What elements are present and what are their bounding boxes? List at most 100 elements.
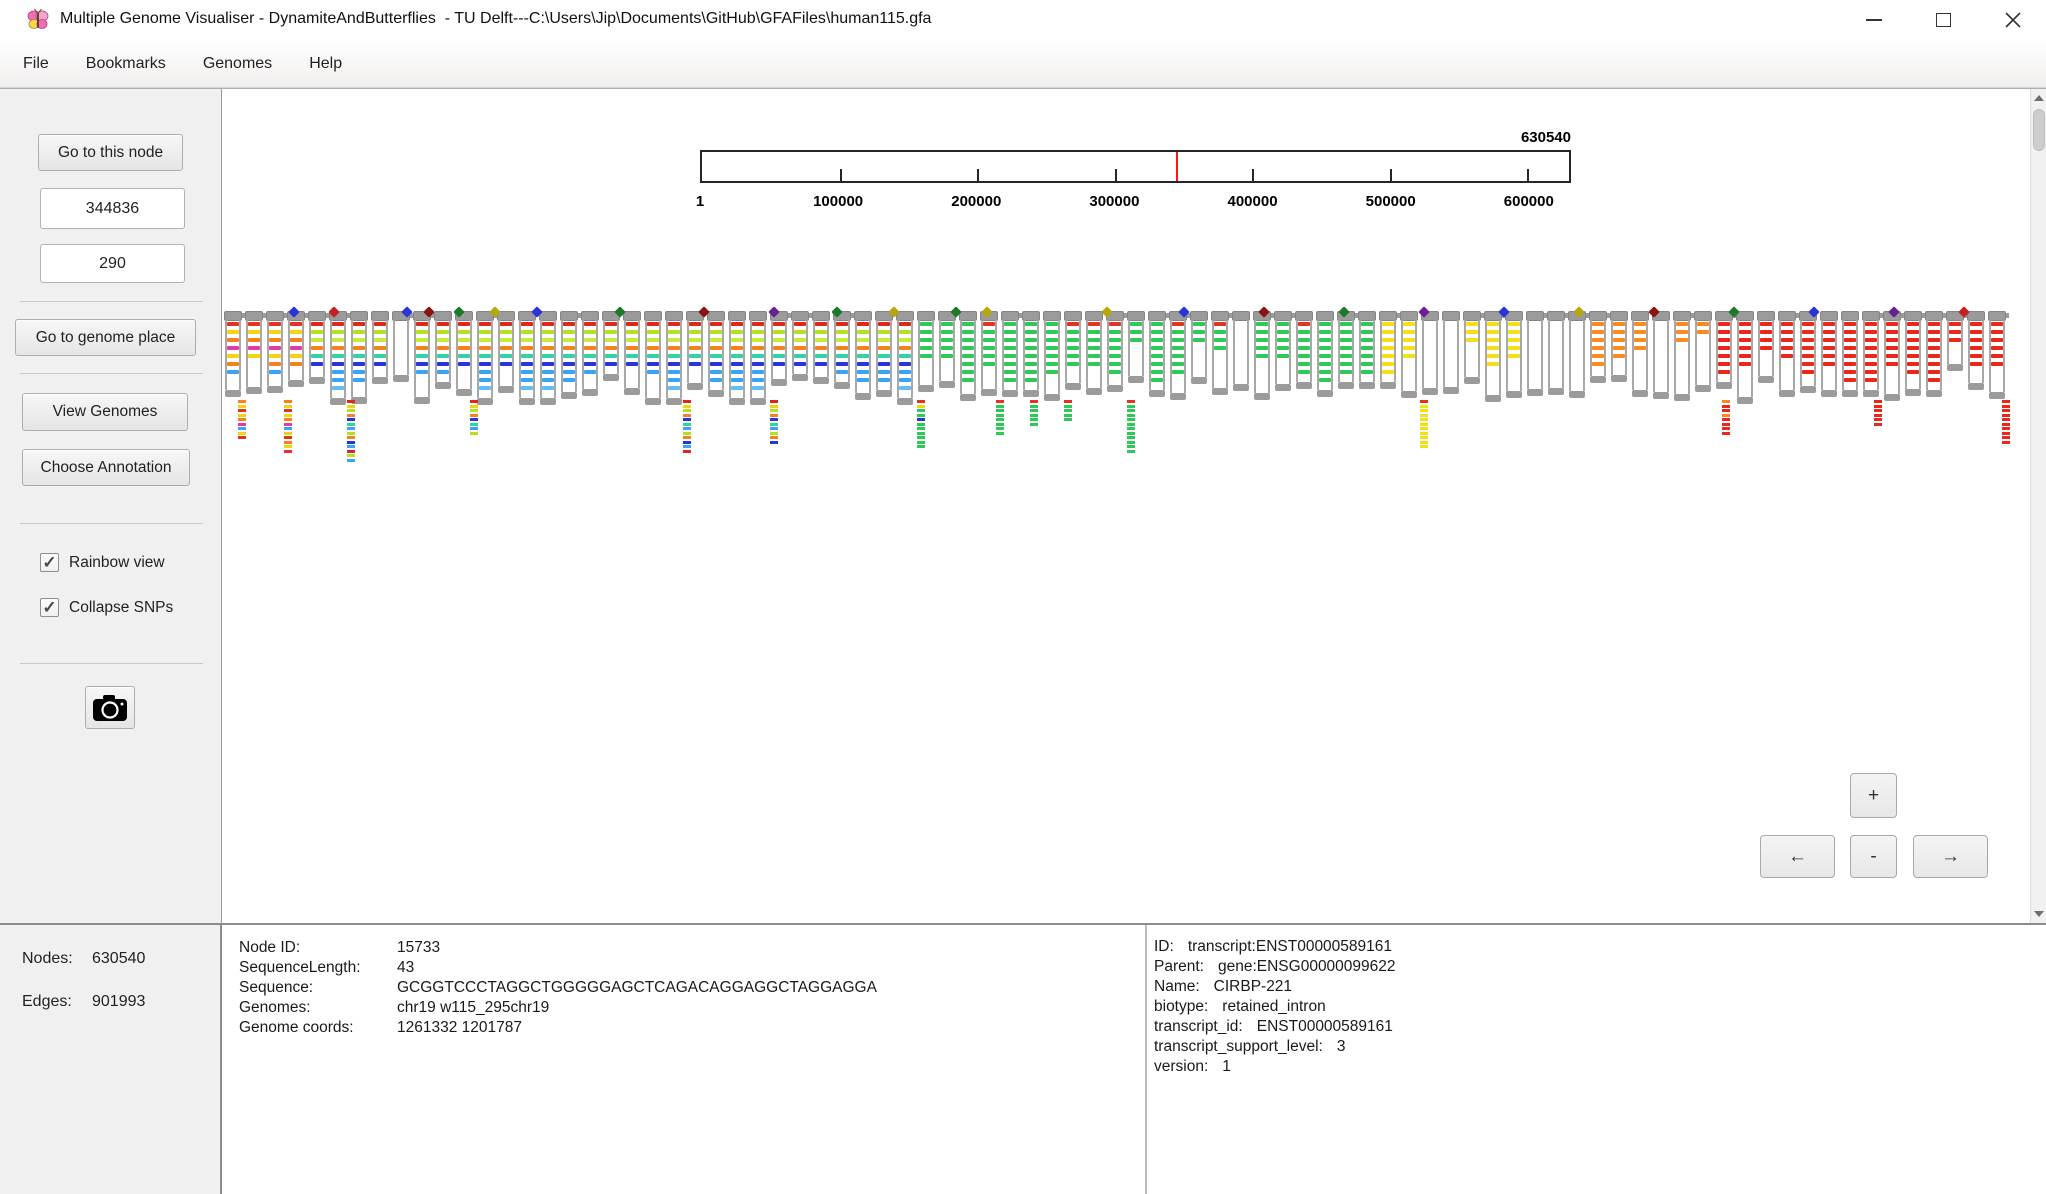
graph-node	[1232, 311, 1250, 321]
genome-bar	[815, 346, 827, 350]
screenshot-button[interactable]	[85, 686, 135, 729]
genome-bar	[542, 378, 554, 382]
genome-bar	[731, 322, 743, 326]
genome-bar	[1067, 354, 1079, 358]
info-row: SequenceLength: 43	[224, 959, 1144, 977]
view-genomes-button[interactable]: View Genomes	[22, 393, 188, 431]
snp-tail-dash	[1064, 400, 1072, 403]
genome-bar	[1760, 346, 1772, 350]
genome-bar	[1760, 330, 1772, 334]
genome-bar	[857, 370, 869, 374]
genome-bar	[920, 322, 932, 326]
genome-bar	[1340, 346, 1352, 350]
pan-right-button[interactable]: →	[1913, 835, 1988, 878]
menu-item-help[interactable]: Help	[309, 54, 343, 72]
snp-tail-dash	[770, 400, 778, 403]
genome-bar	[836, 354, 848, 358]
genome-bar	[1277, 322, 1289, 326]
genome-bar	[983, 362, 995, 366]
genome-bar	[647, 338, 659, 342]
genome-bar	[1718, 330, 1730, 334]
genome-bar	[773, 330, 785, 334]
genome-graph-area[interactable]: 630540 1 100000 200000 300000 400000 500000 60…	[223, 89, 2030, 923]
graph-node	[1085, 311, 1103, 321]
graph-edge-tube	[1989, 320, 2005, 393]
scroll-down-button[interactable]	[2031, 905, 2046, 923]
graph-node-foot	[981, 389, 997, 397]
graph-edge-tube	[1191, 320, 1207, 378]
genome-bar	[1382, 322, 1394, 326]
graph-node-foot	[477, 398, 493, 405]
graph-node	[1022, 311, 1040, 321]
ruler-position-marker	[1176, 152, 1179, 181]
genome-bar	[1466, 322, 1478, 326]
menu-item-genomes[interactable]: Genomes	[202, 54, 273, 72]
radius-input[interactable]	[40, 244, 185, 283]
collapse-snps-checkbox[interactable]: ✓ Collapse SNPs	[40, 598, 173, 617]
genome-bar	[1991, 346, 2003, 350]
snp-tail-dash	[284, 440, 292, 444]
vertical-scrollbar[interactable]	[2030, 89, 2046, 923]
zoom-in-button[interactable]: +	[1850, 773, 1897, 818]
graph-node	[728, 311, 746, 321]
info-row: Parent: gene:ENSG00000099622	[1148, 958, 2030, 976]
genome-bar	[311, 346, 323, 350]
graph-edge-tube	[561, 320, 577, 392]
snp-tail-dash	[347, 427, 355, 430]
genome-bar	[815, 354, 827, 358]
genome-bar	[248, 354, 260, 358]
goto-genome-place-button[interactable]: Go to genome place	[15, 319, 196, 356]
graph-node-foot	[834, 382, 850, 389]
info-label: transcript_id:	[1154, 1018, 1243, 1035]
genome-bar	[563, 354, 575, 358]
genome-bar	[374, 354, 386, 358]
menu-item-bookmarks[interactable]: Bookmarks	[85, 54, 166, 72]
graph-edge-tube	[624, 320, 640, 389]
genome-bar	[584, 338, 596, 342]
snp-tail-dash	[683, 440, 691, 444]
genome-bar	[668, 322, 680, 326]
genome-bar	[1151, 370, 1163, 374]
genome-bar	[1151, 362, 1163, 366]
graph-edge-tube	[1758, 320, 1774, 376]
graph-node-foot	[1275, 383, 1291, 391]
graph-node-foot	[1989, 392, 2005, 400]
rainbow-view-checkbox[interactable]: ✓ Rainbow view	[40, 553, 165, 572]
genome-bar	[920, 338, 932, 342]
node-id-input[interactable]	[40, 188, 185, 229]
genome-bar	[1214, 322, 1226, 326]
genome-bar	[1718, 354, 1730, 358]
graph-node-foot	[1611, 374, 1627, 382]
scrollbar-thumb[interactable]	[2033, 109, 2045, 151]
scroll-up-button[interactable]	[2031, 89, 2046, 107]
genome-bar	[773, 322, 785, 326]
graph-edge	[1292, 313, 1295, 318]
goto-node-button[interactable]: Go to this node	[38, 134, 183, 171]
close-button[interactable]	[1982, 0, 2044, 40]
maximize-button[interactable]	[1912, 0, 1974, 40]
genome-bar	[836, 338, 848, 342]
menu-item-file[interactable]: File	[23, 54, 49, 72]
genome-bar	[1004, 354, 1016, 358]
snp-tail-dash	[1722, 431, 1730, 435]
graph-node-foot	[897, 398, 913, 405]
choose-annotation-button[interactable]: Choose Annotation	[22, 449, 190, 486]
graph-node-foot	[1863, 390, 1879, 397]
pan-left-button[interactable]: ←	[1760, 835, 1835, 878]
genome-bar	[1298, 362, 1310, 366]
genome-bar	[1802, 338, 1814, 342]
graph-edge-tube	[855, 320, 871, 393]
genome-bar	[1928, 370, 1940, 374]
zoom-out-button[interactable]: -	[1850, 835, 1897, 878]
minimize-button[interactable]	[1843, 0, 1905, 40]
genome-bar	[1907, 338, 1919, 342]
genome-bar	[1109, 338, 1121, 342]
info-label: biotype:	[1154, 998, 1209, 1015]
snp-tail-dash	[347, 458, 355, 462]
graph-edge-tube	[1296, 320, 1312, 382]
snp-tail-dash	[996, 413, 1004, 417]
genome-bar	[437, 322, 449, 326]
genome-bar	[479, 322, 491, 326]
graph-node	[854, 311, 872, 321]
info-row: Genome coords: 1261332 1201787	[224, 1019, 1144, 1037]
